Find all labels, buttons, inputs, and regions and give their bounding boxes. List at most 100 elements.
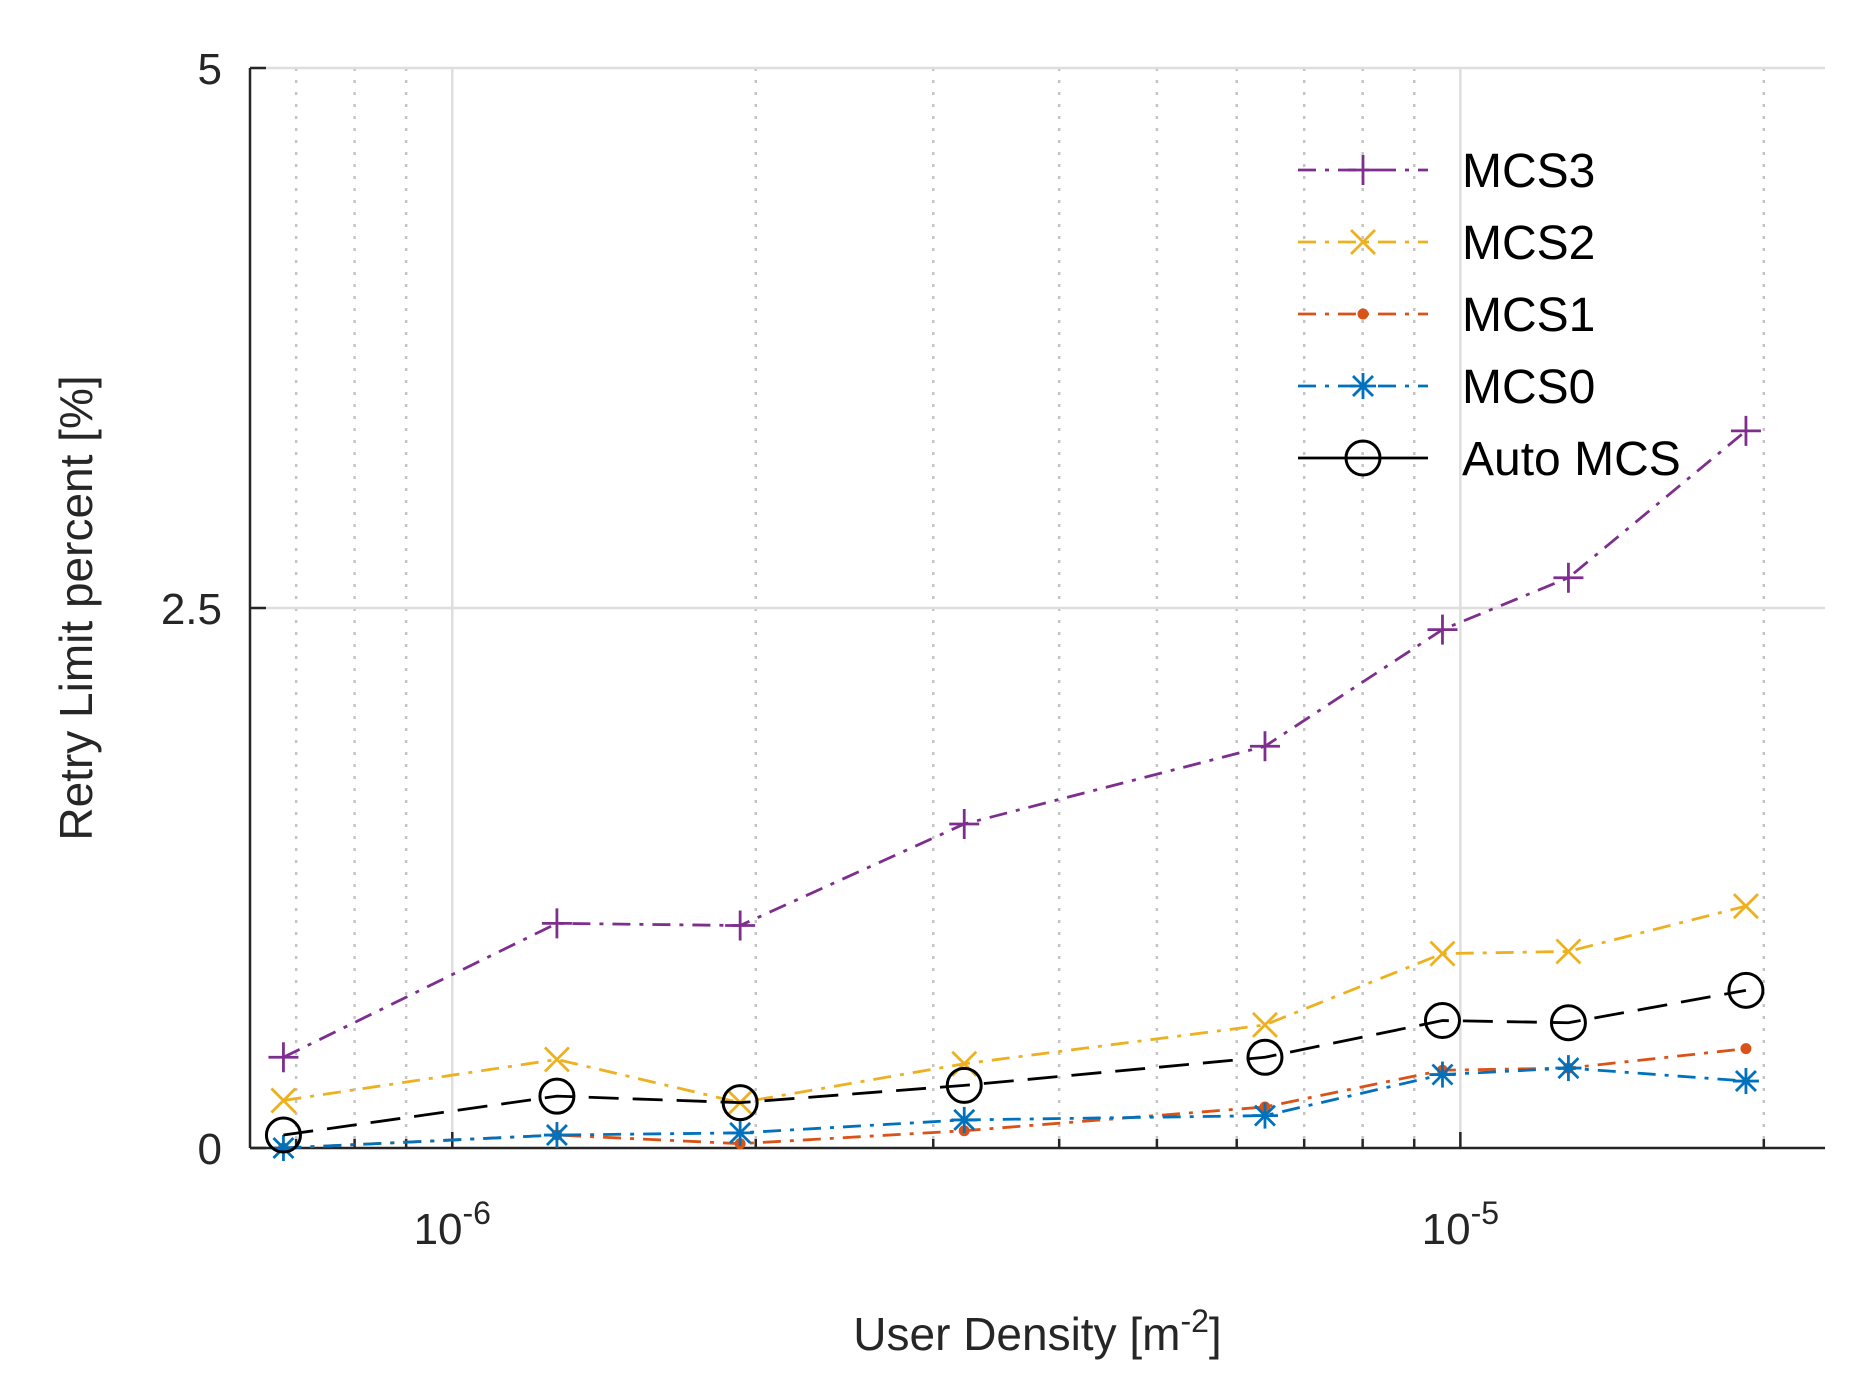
series-line-mcs3	[282, 429, 1747, 1059]
data-point-mcs2	[1732, 893, 1759, 920]
data-point-mcs3	[541, 908, 572, 939]
marker-dot	[1357, 308, 1369, 320]
marker-stroke	[1253, 1104, 1276, 1127]
data-point-auto-mcs	[264, 1116, 302, 1154]
marker-stroke	[1350, 229, 1376, 255]
marker-stroke	[1352, 375, 1374, 397]
legend-label-mcs2: MCS2	[1462, 217, 1595, 270]
label-layer: Retry Limit percent [%] User Density [m-…	[50, 375, 1222, 1360]
legend-label-mcs0: MCS0	[1462, 361, 1595, 414]
x-tick-label: 10-5	[1422, 1195, 1499, 1254]
x-tick-label: 10-6	[414, 1195, 491, 1254]
legend-marker-mcs1	[1357, 308, 1369, 320]
marker-stroke	[1429, 940, 1456, 967]
legend: MCS3 MCS2 MCS1 MCS0 Auto MCS	[1298, 145, 1681, 486]
legend-marker-mcs3	[1348, 155, 1378, 185]
marker-stroke	[953, 1108, 976, 1131]
legend-marker-auto-mcs	[1344, 439, 1382, 477]
y-tick-label: 2.5	[161, 585, 222, 634]
x-tick-label-base: 10	[414, 1205, 463, 1254]
data-point-mcs0	[1429, 1061, 1456, 1088]
data-point-mcs2	[1251, 1011, 1278, 1038]
data-point-auto-mcs	[1549, 1004, 1587, 1042]
series-line-auto-mcs	[283, 988, 1747, 1137]
marker-stroke	[1732, 893, 1759, 920]
legend-entry-mcs0: MCS0	[1298, 361, 1595, 414]
data-point-mcs3	[1730, 415, 1761, 446]
marker-stroke	[1251, 1011, 1278, 1038]
data-point-mcs0	[1251, 1102, 1278, 1129]
legend-entry-auto-mcs: Auto MCS	[1298, 433, 1681, 486]
data-point-mcs2	[270, 1087, 297, 1114]
series-line-mcs2	[283, 904, 1747, 1105]
marker-circle	[538, 1077, 576, 1115]
data-point-auto-mcs	[945, 1066, 983, 1104]
marker-circle	[264, 1116, 302, 1154]
x-axis-label-end: ]	[1209, 1308, 1222, 1360]
x-tick-label-base: 10	[1422, 1205, 1471, 1254]
legend-marker-mcs2	[1350, 229, 1376, 255]
data-point-mcs3	[1553, 562, 1584, 593]
legend-entry-mcs1: MCS1	[1298, 289, 1595, 342]
grid-layer	[250, 66, 1825, 1148]
series-mcs3	[268, 415, 1761, 1073]
marker-circle	[1549, 1004, 1587, 1042]
data-point-mcs2	[1429, 940, 1456, 967]
series-line-mcs1	[283, 1047, 1747, 1150]
data-point-mcs3	[1249, 731, 1280, 762]
series-line-mcs0	[283, 1066, 1747, 1150]
series-auto-mcs	[264, 971, 1765, 1154]
legend-label-mcs3: MCS3	[1462, 145, 1595, 198]
marker-stroke	[729, 1121, 752, 1144]
marker-stroke	[272, 1137, 295, 1159]
y-tick-label: 0	[198, 1125, 222, 1174]
x-axis-label: User Density [m-2]	[853, 1303, 1221, 1360]
legend-marker-mcs0	[1350, 373, 1376, 399]
data-point-auto-mcs	[538, 1077, 576, 1115]
marker-circle	[945, 1066, 983, 1104]
marker-stroke	[1555, 938, 1582, 965]
data-point-mcs3	[949, 809, 980, 839]
data-point-mcs0	[1732, 1068, 1759, 1095]
x-axis-label-superscript: -2	[1180, 1303, 1208, 1339]
marker-stroke	[1431, 1063, 1454, 1086]
marker-circle	[721, 1084, 759, 1122]
series-mcs0	[270, 1055, 1759, 1161]
data-point-mcs3	[268, 1042, 299, 1073]
marker-circle	[1246, 1038, 1284, 1076]
marker-circle	[1727, 971, 1765, 1009]
marker-stroke	[1557, 1057, 1580, 1080]
legend-label-mcs1: MCS1	[1462, 289, 1595, 342]
marker-dot	[1740, 1043, 1752, 1055]
data-point-auto-mcs	[1246, 1038, 1284, 1076]
data-point-mcs2	[1555, 938, 1582, 965]
data-point-mcs0	[543, 1122, 570, 1149]
data-point-mcs2	[543, 1046, 570, 1073]
x-axis-label-main: User Density [m	[853, 1308, 1180, 1360]
y-axis-label: Retry Limit percent [%]	[50, 375, 102, 840]
series-mcs2	[270, 893, 1759, 1116]
marker-stroke	[270, 1087, 297, 1114]
data-point-mcs3	[1427, 614, 1458, 645]
data-point-mcs1	[1740, 1043, 1752, 1055]
y-tick-label: 5	[198, 45, 222, 94]
legend-entry-mcs2: MCS2	[1298, 217, 1595, 270]
legend-label-auto-mcs: Auto MCS	[1462, 433, 1681, 486]
data-point-mcs0	[727, 1119, 754, 1146]
marker-circle	[1423, 1002, 1461, 1040]
data-point-auto-mcs	[721, 1084, 759, 1122]
x-tick-label-exponent: -6	[463, 1195, 491, 1231]
data-point-auto-mcs	[1727, 971, 1765, 1009]
series-layer	[264, 415, 1765, 1161]
x-tick-label-exponent: -5	[1471, 1195, 1499, 1231]
data-point-mcs0	[951, 1106, 978, 1133]
data-point-mcs3	[725, 910, 756, 941]
marker-circle	[1344, 439, 1382, 477]
data-point-mcs0	[1555, 1055, 1582, 1082]
data-point-auto-mcs	[1423, 1002, 1461, 1040]
marker-stroke	[543, 1046, 570, 1073]
marker-stroke	[1734, 1070, 1757, 1093]
